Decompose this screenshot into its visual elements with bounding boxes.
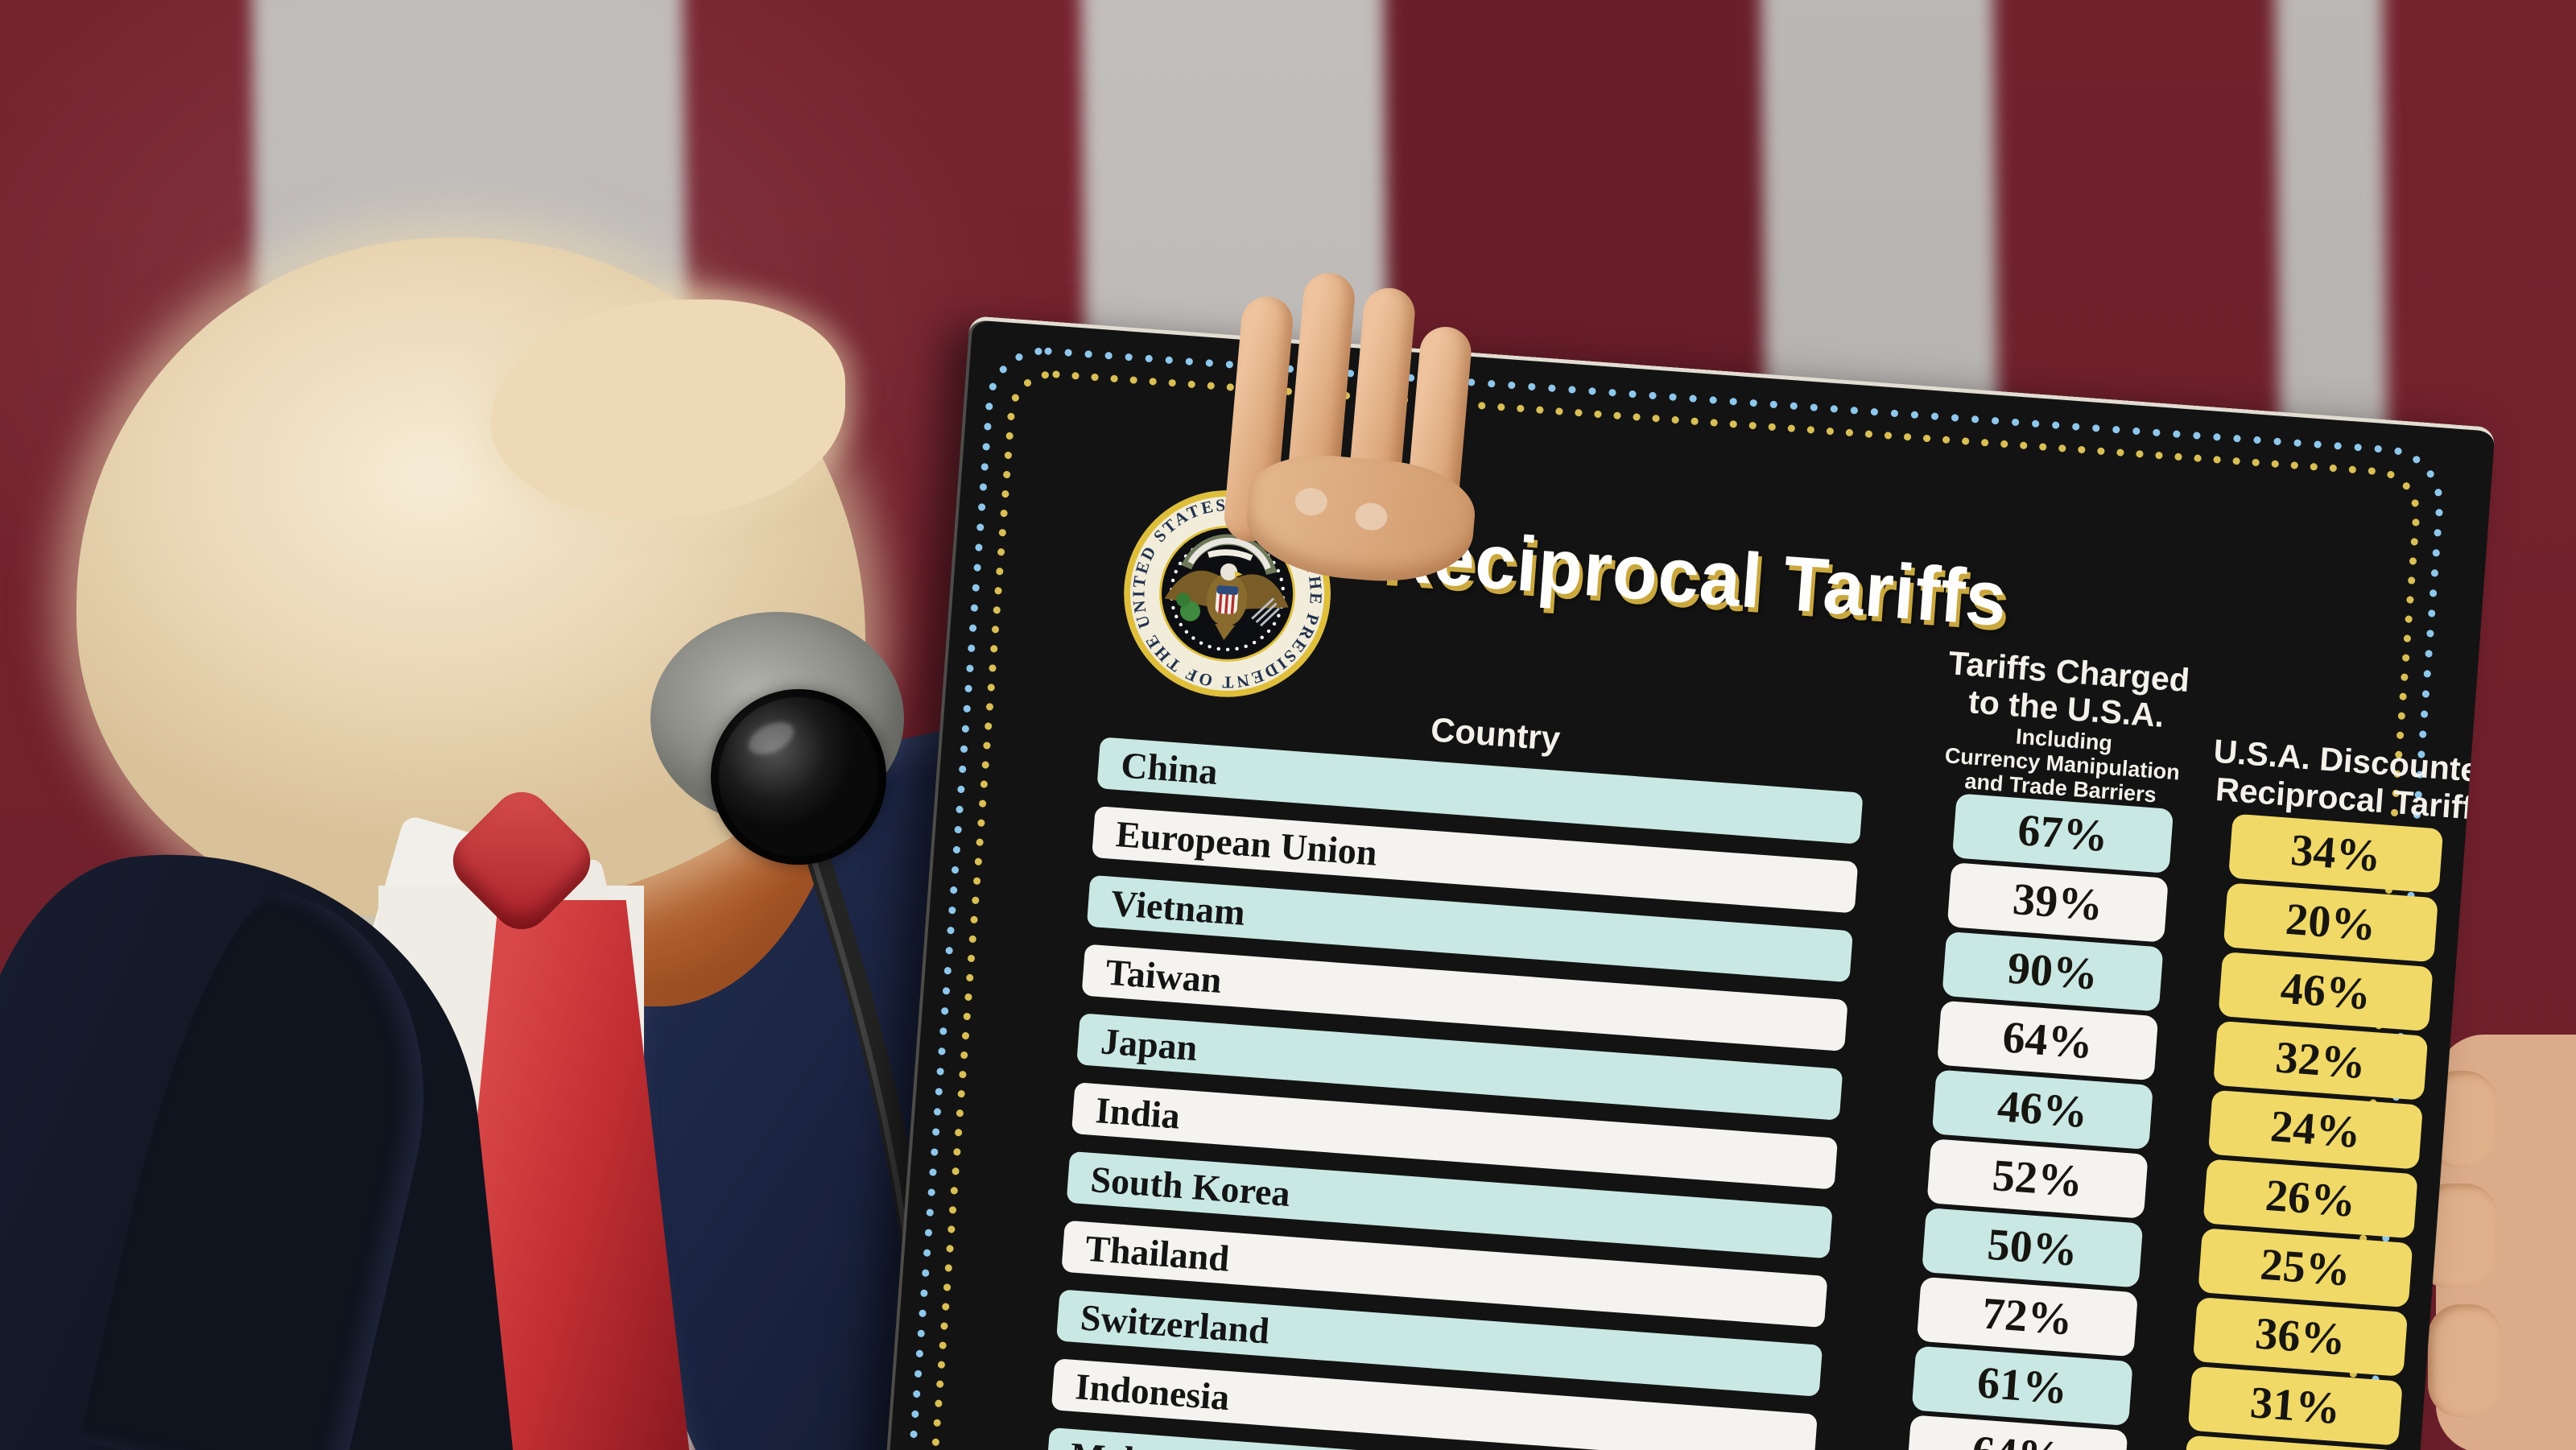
country-label: Malaysia (1046, 1431, 1216, 1450)
charged-tariff-value: 46% (1931, 1069, 2153, 1150)
discounted-tariff-value: 20% (2223, 882, 2438, 963)
microphone-capsule (711, 689, 886, 865)
charged-tariff-value: 67% (1951, 793, 2174, 874)
country-label: China (1119, 743, 1220, 792)
tariff-board: SEAL OF THE PRESIDENT OF THE UNITED STAT… (875, 316, 2496, 1450)
discounted-tariff-value: 24% (2207, 1089, 2424, 1170)
country-label: European Union (1114, 812, 1379, 874)
country-label: South Korea (1089, 1158, 1292, 1214)
charged-tariff-value: 64% (1937, 1000, 2159, 1081)
charged-tariff-value: 39% (1946, 862, 2169, 943)
discounted-tariff-value: 31% (2187, 1365, 2403, 1446)
hair-front-sweep (491, 300, 845, 517)
discounted-tariff-value: 36% (2192, 1296, 2409, 1377)
discounted-tariff-value: 25% (2198, 1228, 2413, 1308)
charged-tariff-value: 90% (1942, 931, 2164, 1012)
right-hand-holding-board (2417, 1035, 2576, 1450)
discounted-tariff-value: 26% (2202, 1159, 2418, 1239)
seal-eagle (1164, 534, 1289, 641)
country-label: India (1094, 1089, 1182, 1137)
board-rows: China 67% 34% European Union 39% 20% Vietnam 90… (885, 717, 2466, 1450)
country-label: Vietnam (1109, 882, 1247, 933)
country-label: Thailand (1084, 1227, 1231, 1279)
discounted-tariff-value: 34% (2228, 813, 2444, 894)
discounted-tariff-value: 32% (2213, 1020, 2429, 1101)
charged-tariff-value: 52% (1926, 1138, 2149, 1219)
finger (2428, 1304, 2502, 1417)
charged-tariff-value: 50% (1922, 1207, 2144, 1288)
country-label: Switzerland (1079, 1295, 1271, 1352)
charged-tariff-value: 61% (1911, 1345, 2133, 1427)
country-label: Indonesia (1074, 1365, 1232, 1418)
charged-tariff-value: 72% (1916, 1276, 2139, 1357)
country-label: Japan (1099, 1019, 1199, 1068)
discounted-tariff-value: 46% (2218, 952, 2434, 1032)
country-label: Taiwan (1104, 951, 1224, 1001)
